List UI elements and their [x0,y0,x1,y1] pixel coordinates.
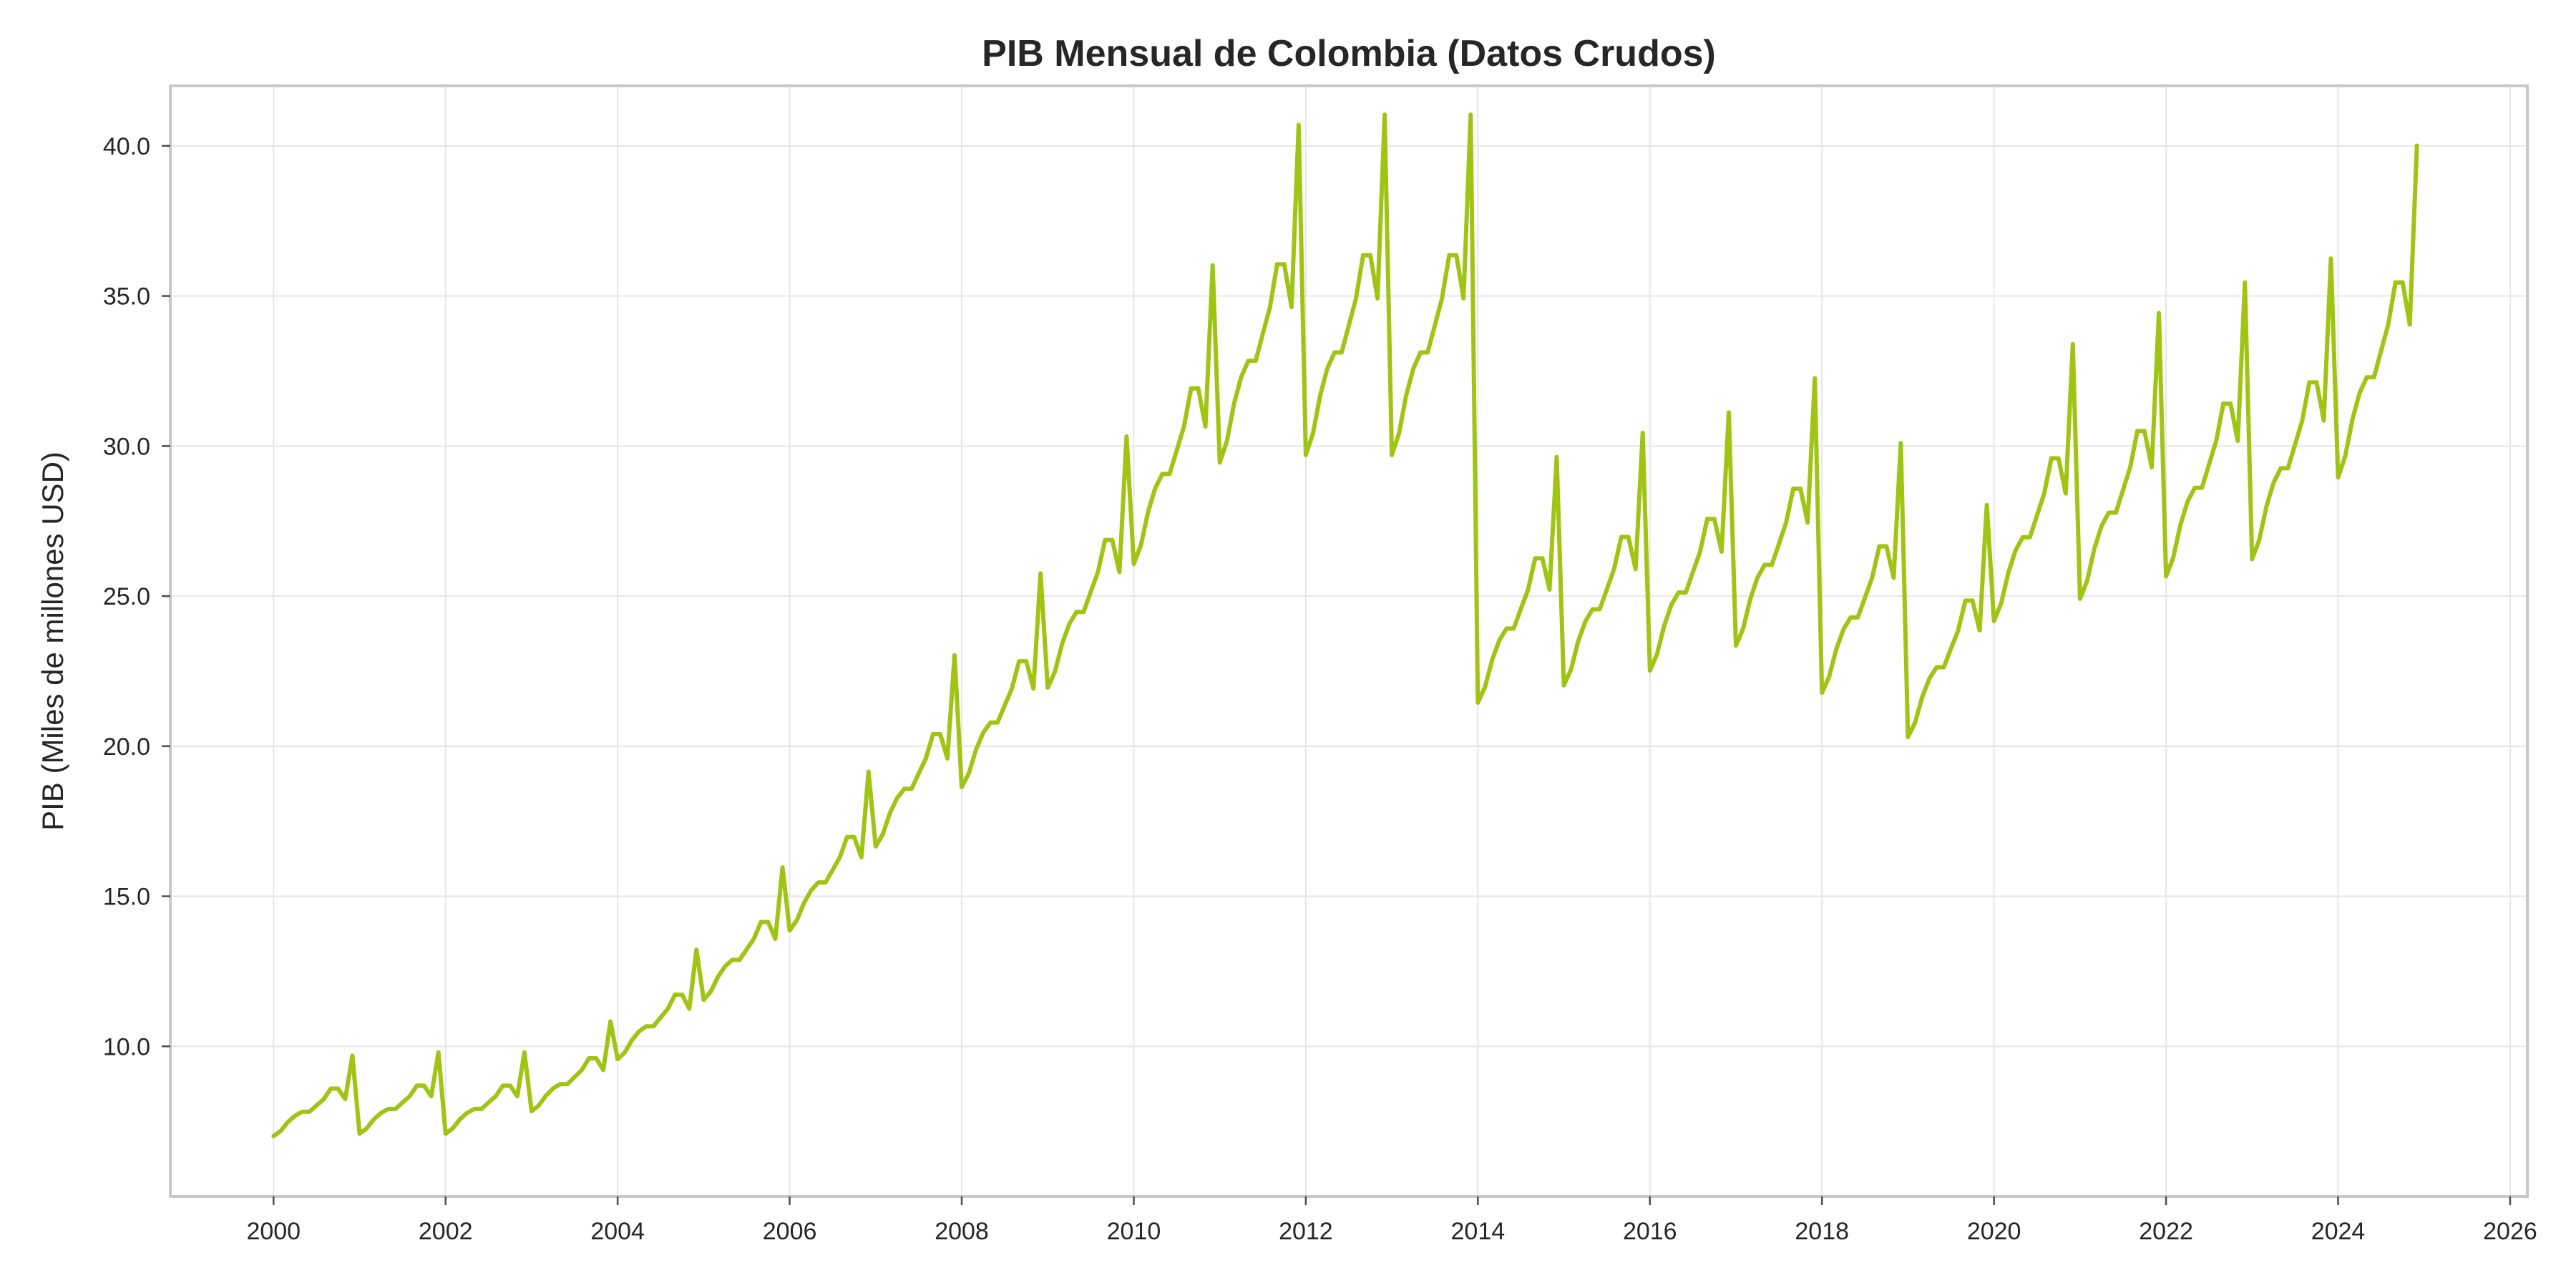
x-tick-label: 2014 [1451,1218,1506,1245]
x-tick-label: 2022 [2139,1218,2193,1245]
x-tick-label: 2000 [246,1218,301,1245]
x-tick-label: 2010 [1107,1218,1161,1245]
y-tick-label: 15.0 [103,884,150,911]
x-tick-label: 2012 [1279,1218,1333,1245]
x-tick-label: 2018 [1795,1218,1849,1245]
x-tick-label: 2008 [935,1218,989,1245]
x-tick-label: 2006 [763,1218,817,1245]
x-tick-label: 2026 [2483,1218,2537,1245]
tick-layer: 2000 2002 2004 2006 2008 2010 2012 2014 2016 2018… [103,133,2537,1245]
x-tick-label: 2020 [1967,1218,2021,1245]
y-tick-label: 20.0 [103,733,150,761]
gdp-series-line [271,112,2419,1138]
plot-frame [169,84,2529,1198]
y-tick-label: 30.0 [103,433,150,460]
x-tick-label: 2016 [1623,1218,1677,1245]
y-tick-label: 10.0 [103,1033,150,1060]
grid-layer [170,86,2527,1196]
y-tick-label: 35.0 [103,283,150,311]
series-layer [271,112,2419,1138]
x-tick-label: 2024 [2311,1218,2366,1245]
chart-title: PIB Mensual de Colombia (Datos Crudos) [982,33,1716,74]
x-tick-label: 2002 [419,1218,473,1245]
y-axis-label: PIB (Miles de millones USD) [36,452,69,831]
y-tick-label: 40.0 [103,133,150,160]
x-tick-label: 2004 [590,1218,645,1245]
y-tick-label: 25.0 [103,583,150,610]
